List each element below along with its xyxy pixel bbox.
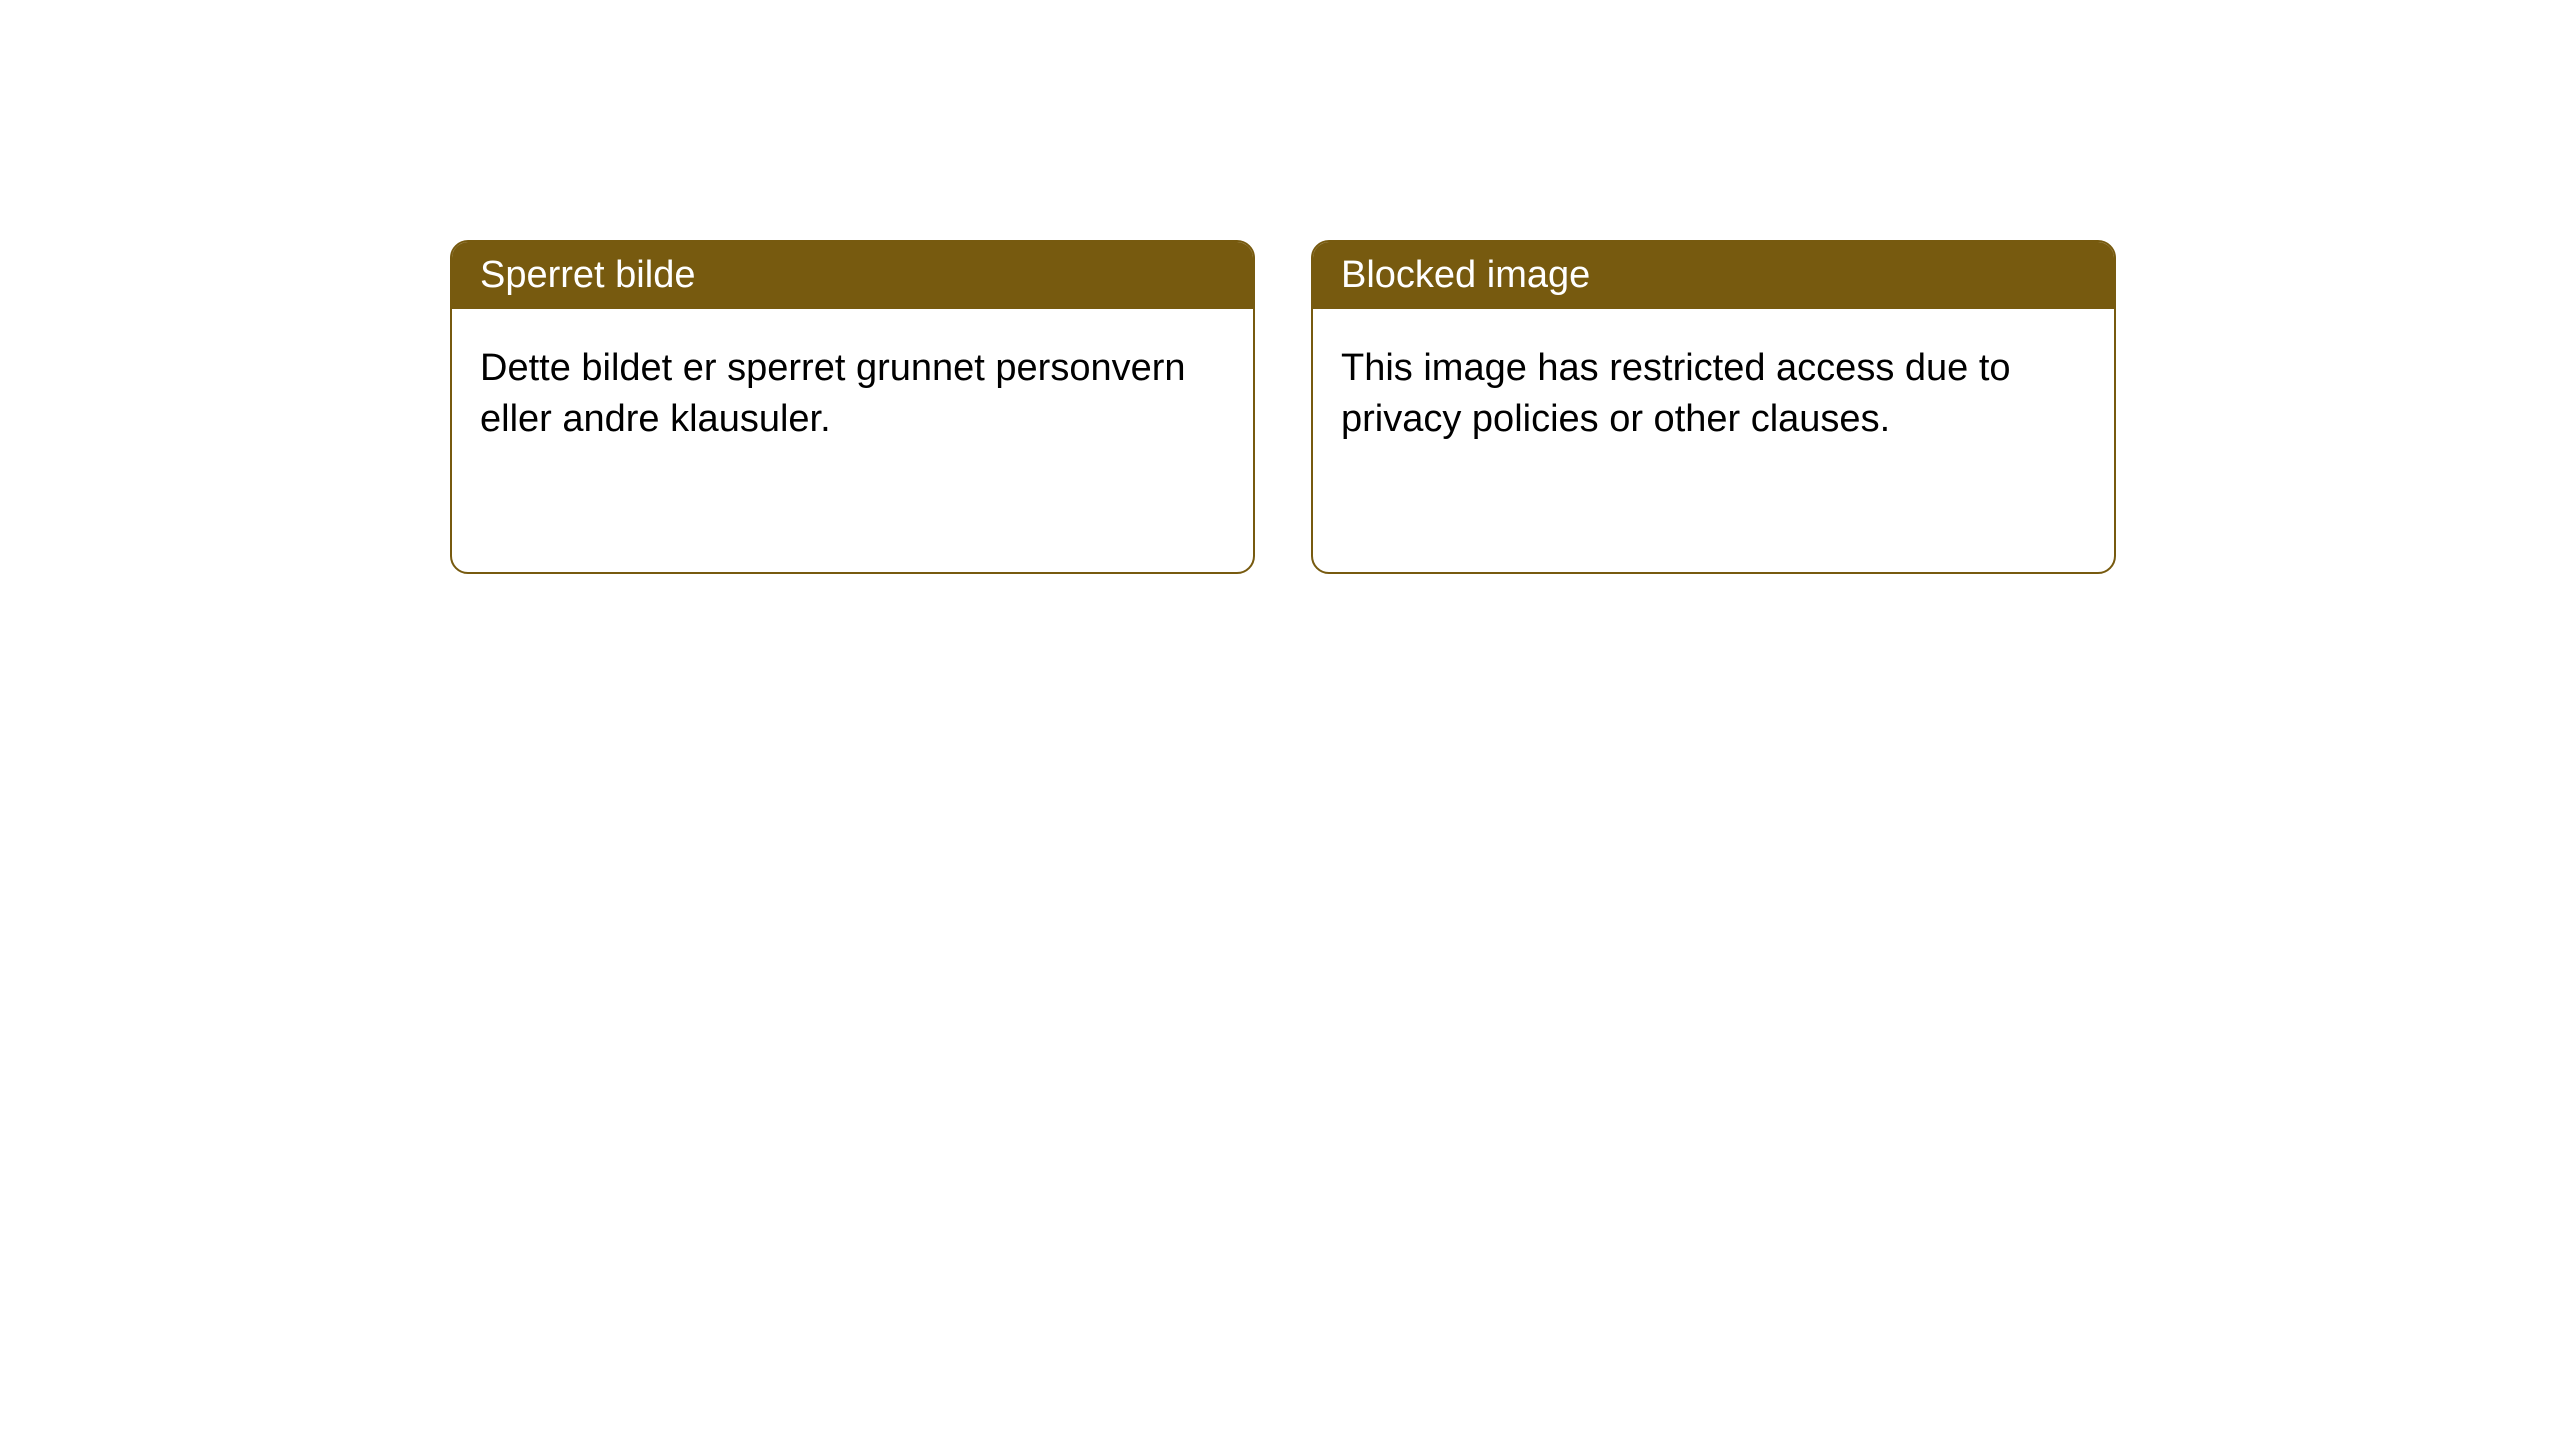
notice-card-english: Blocked image This image has restricted … xyxy=(1311,240,2116,574)
notice-card-norwegian: Sperret bilde Dette bildet er sperret gr… xyxy=(450,240,1255,574)
notice-title-english: Blocked image xyxy=(1313,242,2114,309)
notice-title-norwegian: Sperret bilde xyxy=(452,242,1253,309)
notice-body-norwegian: Dette bildet er sperret grunnet personve… xyxy=(452,309,1253,480)
notice-container: Sperret bilde Dette bildet er sperret gr… xyxy=(0,0,2560,574)
notice-body-english: This image has restricted access due to … xyxy=(1313,309,2114,480)
